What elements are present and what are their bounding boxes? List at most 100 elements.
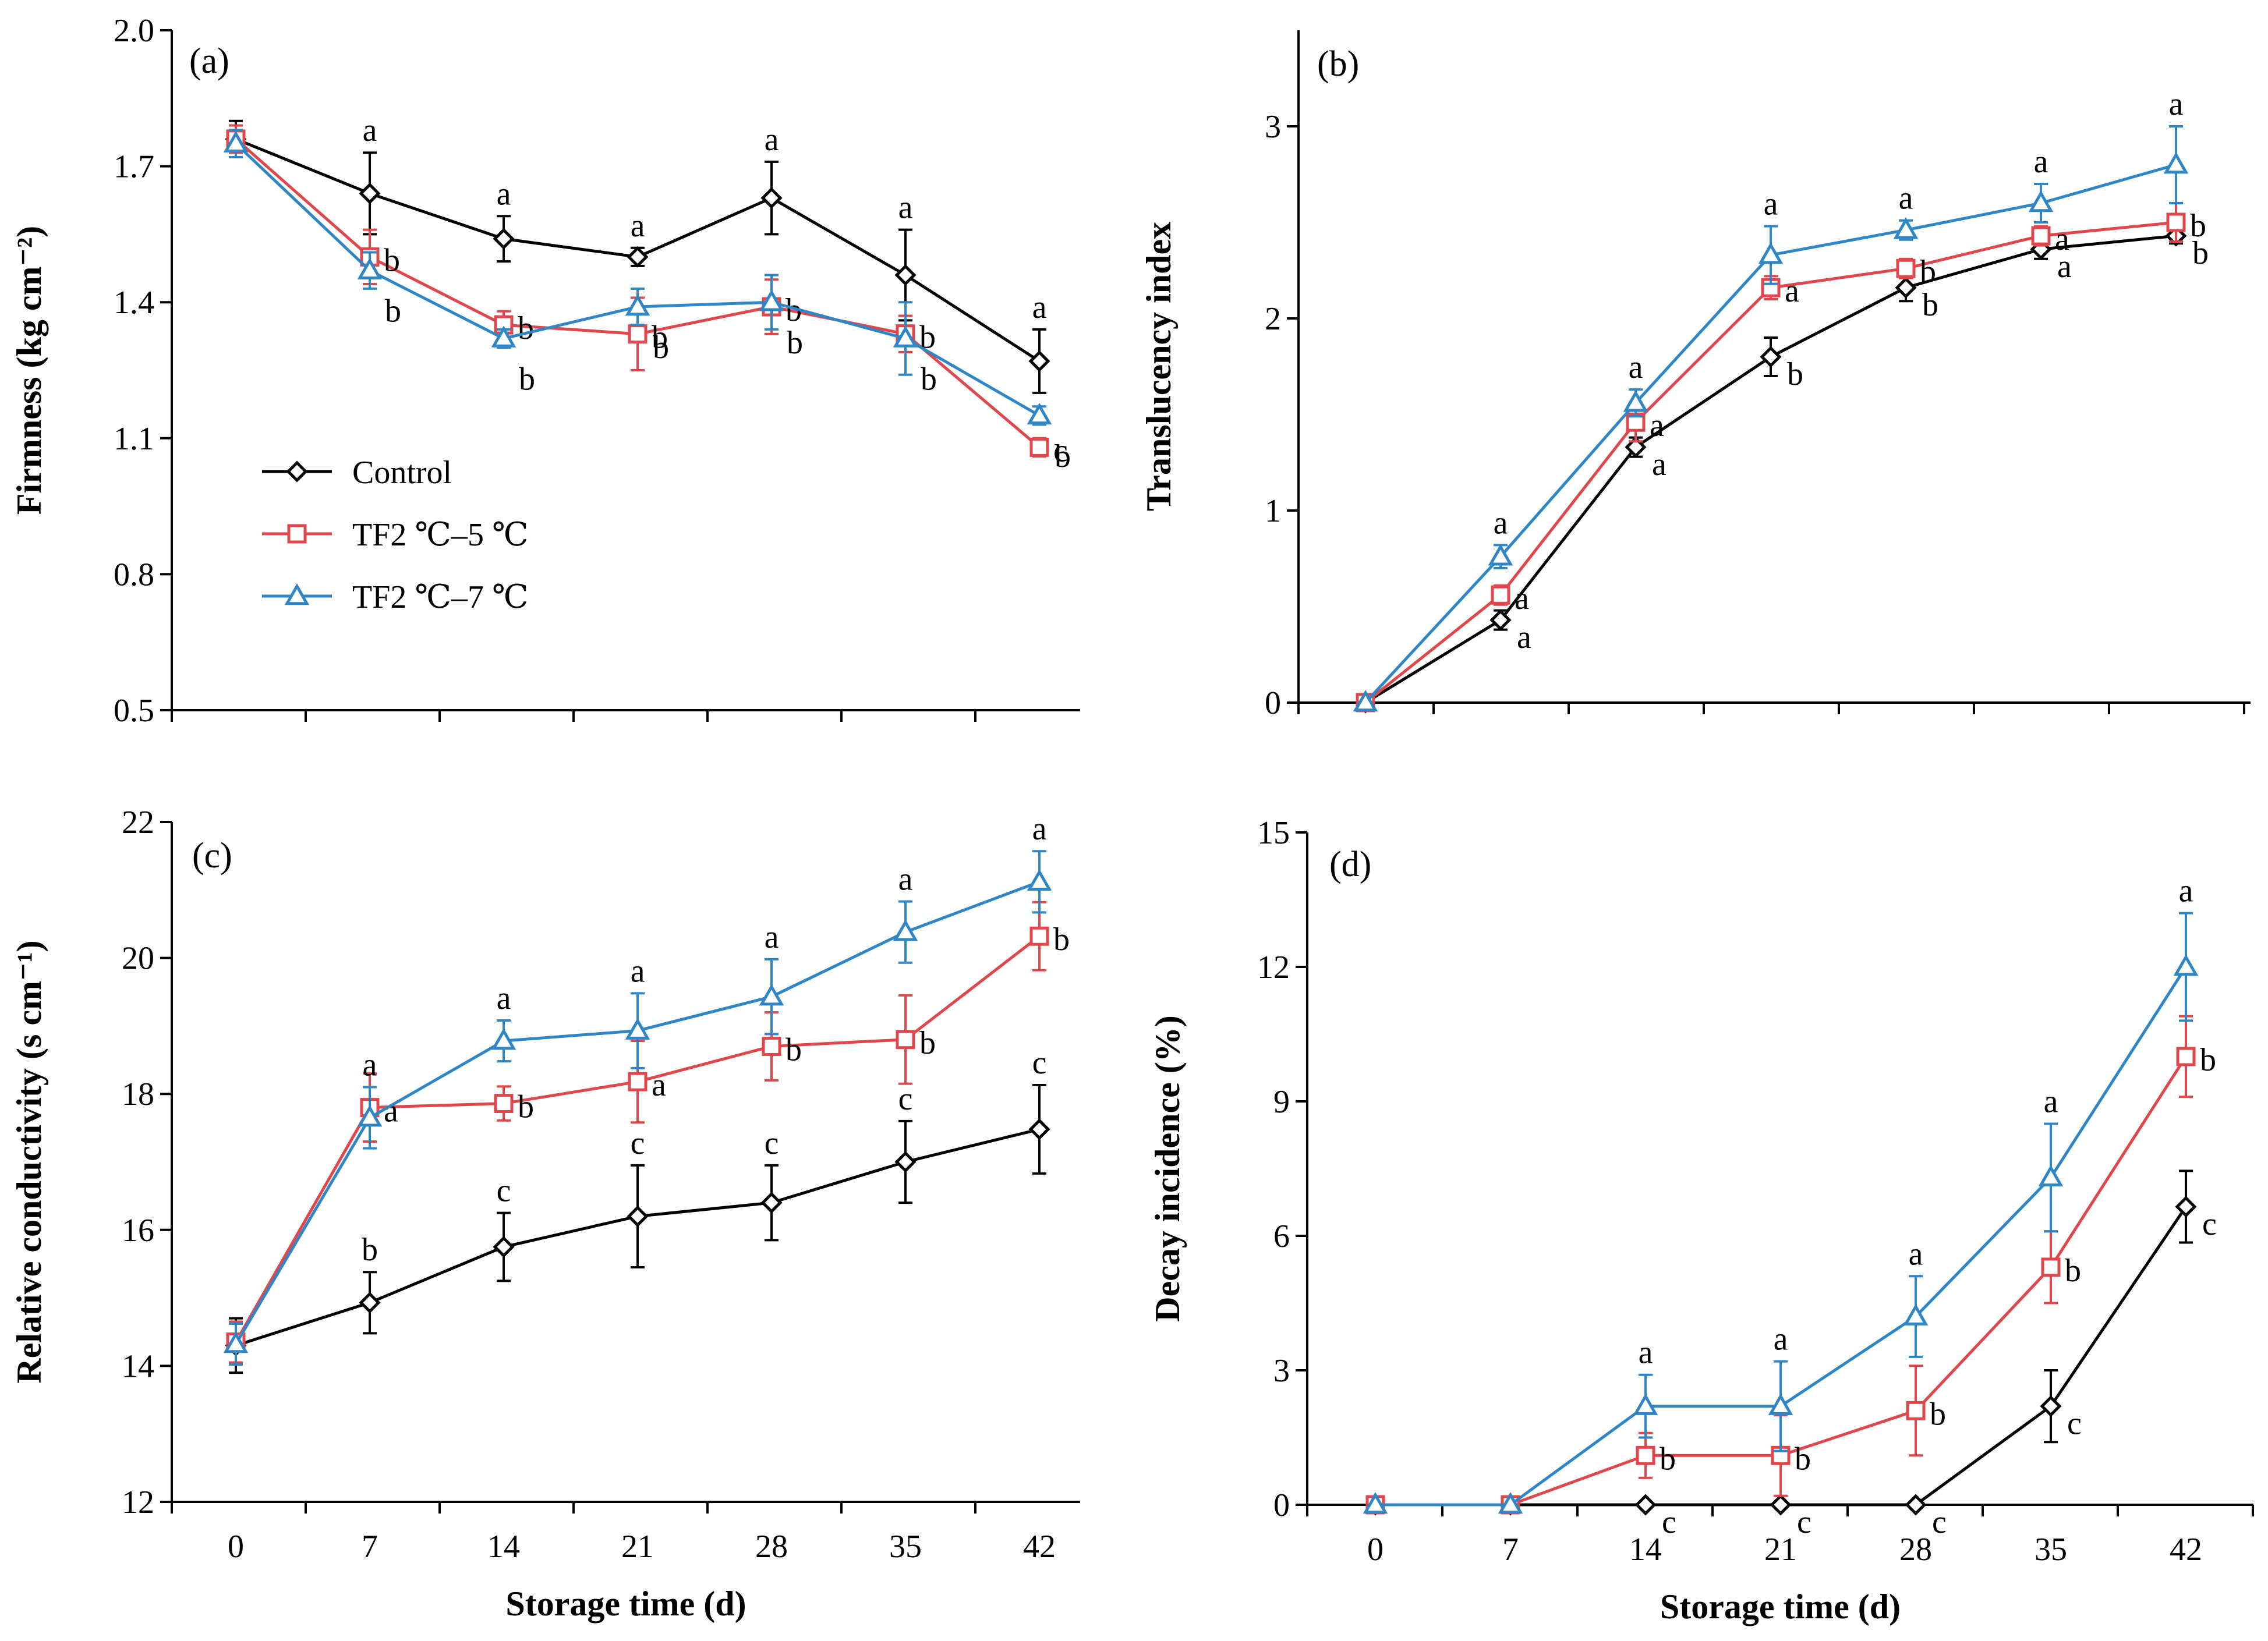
legend-label: TF2 ℃–7 ℃	[352, 579, 529, 615]
data-point	[494, 1094, 514, 1114]
legend-label: Control	[352, 455, 452, 491]
significance-letter: a	[1032, 289, 1047, 325]
data-point	[893, 919, 918, 941]
data-point	[2173, 954, 2199, 976]
data-point	[1893, 217, 1919, 239]
x-tick-label: 28	[1899, 1532, 1932, 1568]
data-point	[1906, 1401, 1926, 1420]
legend-item-control: Control	[262, 455, 452, 491]
significance-letter: a	[1774, 1321, 1788, 1358]
legend-marker	[286, 460, 308, 483]
significance-letter: b	[1053, 921, 1070, 958]
y-tick-label: 14	[122, 1348, 154, 1384]
significance-letter: b	[1787, 356, 1803, 392]
significance-letter: b	[919, 1025, 936, 1061]
data-point	[760, 187, 783, 209]
significance-letter: a	[1909, 1236, 1923, 1272]
x-tick-label: 14	[487, 1529, 520, 1565]
y-tick-label: 0.8	[114, 557, 154, 593]
y-tick-label: 22	[122, 804, 154, 841]
data-point	[1903, 1303, 1929, 1325]
y-tick-label: 3	[1265, 109, 1281, 145]
data-point	[1770, 1494, 1792, 1516]
data-point	[2166, 212, 2186, 232]
data-point	[2163, 151, 2189, 174]
y-tick-label: 3	[1273, 1353, 1290, 1389]
x-tick-label: 0	[1367, 1532, 1384, 1568]
y-tick-label: 20	[122, 941, 154, 977]
series-tf5: a b a b b b	[226, 901, 1070, 1364]
data-point	[896, 1030, 915, 1050]
x-tick-label: 14	[1629, 1532, 1662, 1568]
y-tick-label: 0.5	[114, 693, 154, 729]
data-point	[628, 1072, 648, 1091]
significance-letter: a	[2169, 86, 2184, 122]
significance-letter: b	[384, 242, 400, 278]
y-axis-title: Translucency index	[1140, 222, 1178, 511]
data-point	[1634, 1494, 1657, 1516]
significance-letter: a	[765, 919, 779, 955]
data-point	[627, 1205, 649, 1227]
data-point	[2038, 1164, 2064, 1187]
data-point	[2028, 190, 2054, 212]
y-tick-label: 6	[1273, 1218, 1290, 1254]
x-tick-label: 0	[228, 1529, 244, 1565]
significance-letter: b	[1660, 1441, 1676, 1477]
data-point	[359, 1292, 381, 1314]
data-point	[491, 1028, 516, 1050]
y-tick-label: 18	[122, 1076, 154, 1112]
significance-letter: b	[518, 1089, 534, 1125]
significance-letter: a	[363, 112, 377, 148]
data-point	[759, 289, 784, 311]
y-tick-label: 1.4	[114, 285, 154, 321]
panel-label: (d)	[1329, 845, 1371, 884]
data-point	[1905, 1494, 1927, 1516]
series-line	[235, 142, 1041, 417]
x-tick-label: 21	[621, 1529, 654, 1565]
significance-letter: a	[1652, 446, 1666, 483]
significance-letter: b	[787, 325, 803, 361]
data-point	[1489, 609, 1512, 631]
panel-label: (b)	[1317, 44, 1359, 84]
x-tick-label: 28	[755, 1529, 788, 1565]
data-point	[223, 1331, 249, 1353]
panel-label: (a)	[189, 41, 229, 81]
data-point	[1760, 346, 1782, 368]
data-point	[223, 130, 249, 153]
data-point	[357, 257, 383, 279]
significance-letter: b	[653, 329, 669, 366]
x-tick-label: 35	[2035, 1532, 2067, 1568]
data-point	[760, 1192, 783, 1214]
legend: Control TF2 ℃–5 ℃ TF2 ℃–7 ℃	[262, 455, 529, 615]
data-point	[2040, 1395, 2062, 1417]
y-tick-label: 12	[1257, 949, 1290, 986]
data-point	[1028, 350, 1050, 372]
significance-letter: b	[786, 1032, 802, 1068]
series-tf7: bbb bbb	[223, 129, 1071, 474]
data-point	[491, 325, 516, 348]
y-tick-label: 2.0	[114, 13, 154, 49]
significance-letter: a	[497, 176, 511, 212]
significance-letter: a	[1629, 349, 1643, 385]
significance-letter: b	[2190, 208, 2206, 244]
data-point	[1491, 585, 1510, 605]
data-point	[894, 1151, 917, 1173]
panel-d: 0 3 6 9 12 15 0 7 14 21 28 35 42 Decay incidence (%) S…	[1148, 815, 2254, 1626]
y-tick-label: 0	[1265, 685, 1281, 721]
significance-letter: a	[1494, 505, 1508, 541]
data-point	[2176, 1047, 2196, 1066]
significance-letter: b	[385, 293, 401, 329]
significance-letter: b	[1930, 1396, 1946, 1432]
significance-letter: b	[1055, 438, 1071, 474]
legend-label: TF2 ℃–5 ℃	[352, 517, 529, 553]
significance-letter: a	[1899, 180, 1913, 217]
data-point	[893, 325, 918, 348]
significance-letter: b	[1795, 1441, 1811, 1477]
data-point	[2175, 1196, 2197, 1218]
data-point	[1027, 869, 1052, 891]
panel-c: 12 14 16 18 20 22 0 7 14 21 28 35 42 Relative conduct…	[10, 804, 1080, 1623]
